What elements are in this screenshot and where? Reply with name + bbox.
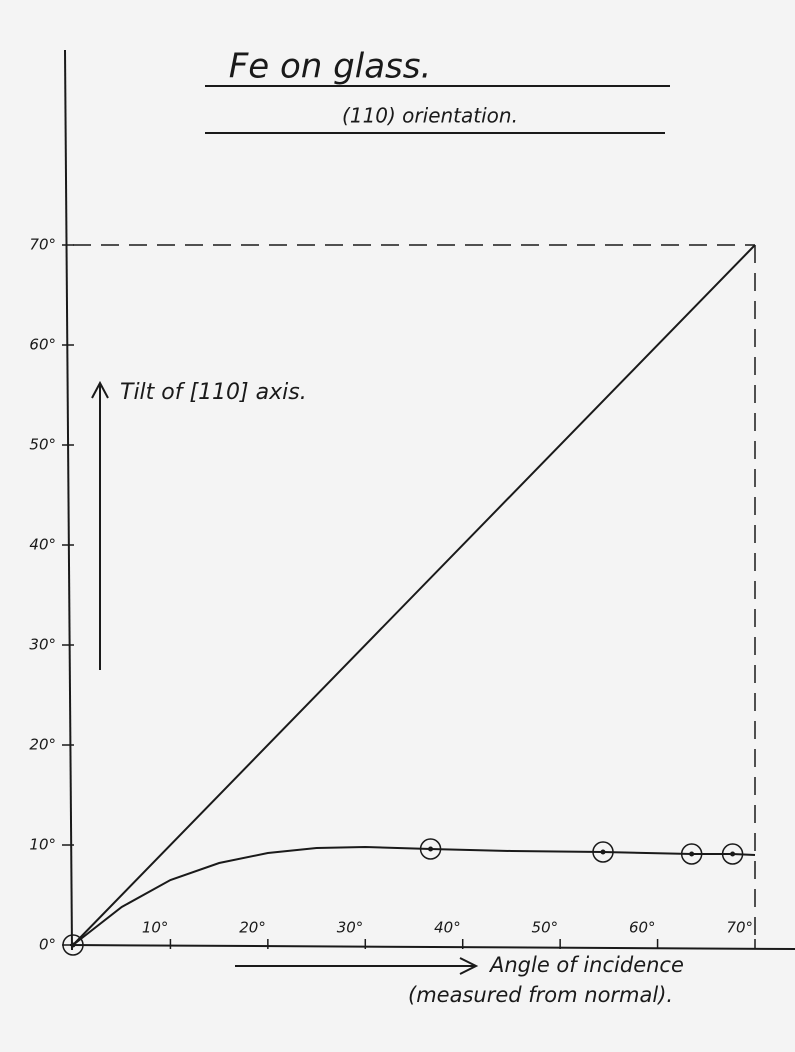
y-tick-label: 50° <box>29 436 56 454</box>
data-point <box>730 852 735 857</box>
data-point <box>428 847 433 852</box>
y-tick-label: 10° <box>29 836 56 854</box>
paper <box>0 0 795 1052</box>
chart-title: Fe on glass. <box>229 47 432 87</box>
x-tick-label: 30° <box>337 919 364 937</box>
x-tick-label: 50° <box>532 919 559 937</box>
x-axis-note: (measured from normal). <box>408 983 673 1007</box>
y-axis-label: Tilt of [110] axis. <box>120 380 307 405</box>
data-point <box>71 943 76 948</box>
y-tick-label: 20° <box>29 736 56 754</box>
x-axis-label: Angle of incidence <box>488 953 684 977</box>
y-tick-label: 0° <box>39 936 56 954</box>
y-tick-label: 70° <box>29 236 56 254</box>
y-tick-label: 30° <box>29 636 56 654</box>
page: {"chart_data": { "type": "line", "title"… <box>0 0 795 1052</box>
y-tick-label: 40° <box>29 536 56 554</box>
data-point <box>601 850 606 855</box>
x-tick-label: 60° <box>629 919 656 937</box>
x-tick-label: 10° <box>142 919 169 937</box>
chart: Fe on glass. (110) orientation. Tilt of … <box>0 0 795 1052</box>
data-point <box>689 852 694 857</box>
x-tick-label: 40° <box>434 919 461 937</box>
x-tick-label: 70° <box>726 919 753 937</box>
chart-subtitle: (110) orientation. <box>342 104 518 128</box>
y-tick-label: 60° <box>29 336 56 354</box>
x-tick-label: 20° <box>239 919 266 937</box>
